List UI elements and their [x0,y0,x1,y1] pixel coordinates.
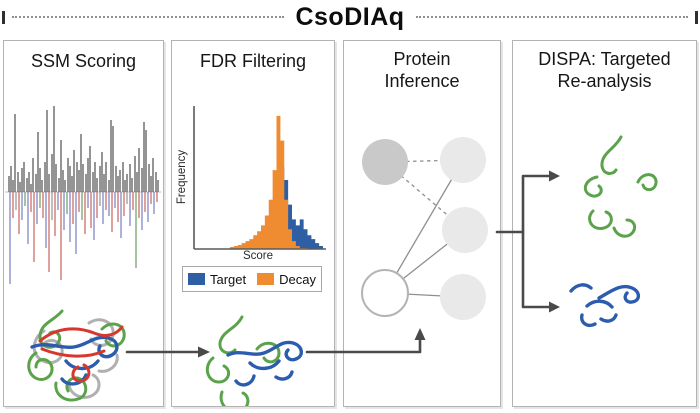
target-label: Target [210,271,247,287]
tangle-green-strand [27,351,54,381]
protein-tangle-illustration [27,309,126,402]
fdr-ylabel: Frequency [176,149,188,205]
fdr-legend: Target Decay [182,266,322,292]
filtered-protein-illustration [205,315,303,406]
panel-ssm-scoring: SSM Scoring [3,40,164,407]
tangle-green-strand [100,322,126,348]
filtered-blue-strand [226,340,303,387]
tangle-gray-strand [32,329,64,365]
panel-dispa-title-line1: DISPA: Targeted [538,49,671,69]
panel-inference-title: Protein Inference [344,49,500,92]
edge-white-to-protein1 [384,159,464,294]
protein-inference-graph [361,137,488,320]
decay-swatch [257,273,275,285]
tangle-blue-strand [30,335,119,359]
figure-title: CsoDIAq [295,2,405,31]
dispa-proteins-illustration [569,135,658,328]
blue-protein [569,283,641,328]
protein-node-3 [440,274,486,320]
decay-label: Decay [279,271,316,287]
brace-right-dotted-line [415,16,688,18]
brace-left-end-bar [2,10,5,24]
legend-item-target: Target [188,272,246,287]
figure-header: CsoDIAq [0,3,700,31]
panel-inference-title-line1: Protein [393,49,451,69]
tangle-red-strand [38,325,124,383]
green-protein [583,135,658,238]
peptide-node-white [361,269,409,317]
filtered-green-strand [205,315,281,406]
tangle-green-strand [54,376,88,402]
panel-dispa-reanalysis: DISPA: Targeted Re-analysis [512,40,697,407]
legend-item-decay: Decay [257,272,316,287]
panel-dispa-title: DISPA: Targeted Re-analysis [513,49,696,92]
panel-fdr-title: FDR Filtering [199,51,306,71]
fdr-xlabel: Score [242,250,274,262]
ssm-mirror-spectrum [5,106,161,402]
histogram-series-decay [230,115,323,250]
brace-right-end-bar [695,10,698,24]
panel-inference-title-line2: Inference [384,70,460,91]
panel-dispa-title-line2: Re-analysis [557,70,652,91]
histogram-areas [193,106,326,250]
inference-nodes [361,137,488,320]
tangle-gray-strand [67,353,119,399]
fdr-histogram-plot [193,106,326,406]
panel-protein-inference: Protein Inference [343,40,501,407]
protein-node-1 [440,137,486,183]
peptide-node-dark [362,139,408,185]
target-swatch [188,273,205,285]
tangle-green-strand [38,309,64,349]
tangle-blue-strand [60,359,100,386]
panel-fdr-filtering: FDR Filtering Frequency Score Target Dec… [171,40,335,407]
brace-left-dotted-line [12,16,285,18]
protein-node-2 [442,207,488,253]
panel-ssm-title: SSM Scoring [30,51,137,71]
spectrum-peaks [8,106,159,284]
